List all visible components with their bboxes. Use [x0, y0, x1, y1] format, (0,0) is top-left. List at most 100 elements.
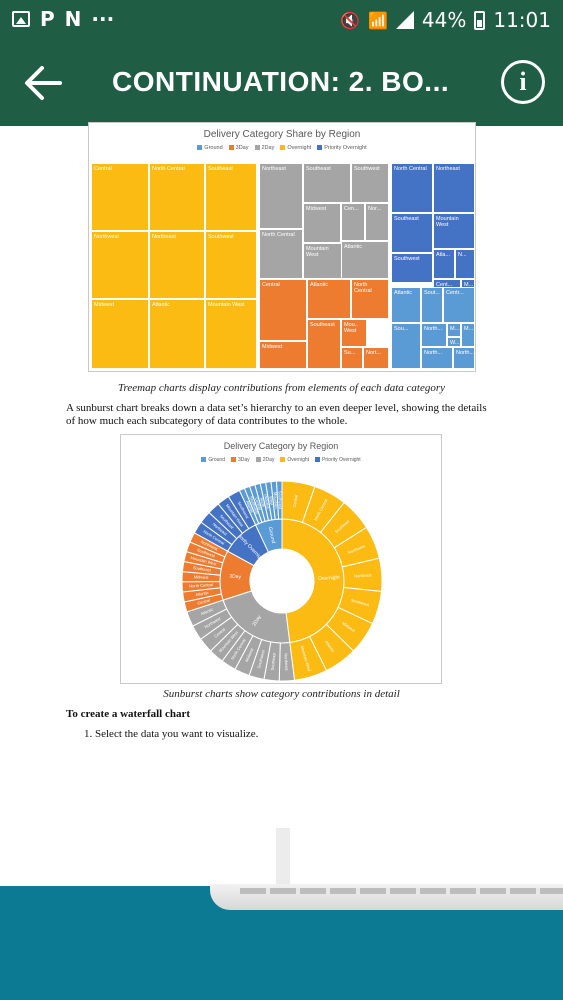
- treemap-tile: Southwest: [391, 253, 433, 283]
- treemap-tile: Central: [259, 279, 307, 341]
- treemap-tile: N...: [455, 249, 475, 279]
- document-page: Delivery Category Share by Region Ground…: [0, 122, 563, 886]
- sunburst-inner-label: 3Day: [229, 573, 242, 580]
- sunburst-outer-label: Atlantic: [245, 500, 255, 514]
- treemap-tile: Cen...: [341, 203, 365, 241]
- sunburst-inner-label: Overnight: [318, 575, 341, 582]
- sunburst-outer-label: Southeast: [270, 651, 277, 670]
- mute-icon: 🔇: [340, 10, 360, 30]
- sunburst-caption: Sunburst charts show category contributi…: [163, 688, 400, 700]
- sunburst-outer-label: Midwest: [194, 574, 210, 580]
- sunburst-outer-label: Central: [254, 497, 263, 511]
- legend-overnight: Overnight: [280, 145, 311, 151]
- treemap-tile: Northeast: [259, 163, 303, 229]
- sunburst-legend: Ground 3Day 2Day Overnight Priority Over…: [121, 457, 441, 463]
- treemap-tile: Mountain West: [303, 243, 343, 279]
- clock: 11:01: [493, 8, 551, 32]
- notification-p: P: [40, 7, 55, 31]
- treemap-tile: W...: [447, 337, 461, 347]
- treemap-tile: Midwest: [259, 341, 307, 369]
- sunburst-outer-label: Southwest: [248, 495, 260, 515]
- sunburst-outer-label: Midwest: [263, 494, 271, 510]
- treemap-tile: Mountain West: [205, 299, 257, 369]
- sunburst-outer-label: North Central: [189, 582, 213, 588]
- legend-3day: 3Day: [231, 457, 250, 463]
- treemap-tile: Su...: [341, 347, 363, 369]
- sunburst-outer-label: Southwest: [196, 547, 216, 558]
- sunburst-outer-label: Northwest: [347, 543, 366, 555]
- treemap-tile: Midwest: [303, 203, 341, 243]
- legend-ground: Ground: [197, 145, 223, 151]
- sunburst-figure: Delivery Category by Region Ground 3Day …: [120, 434, 442, 684]
- notification-n: N: [64, 7, 82, 31]
- section-heading: To create a waterfall chart: [66, 708, 191, 720]
- sunburst-outer-slice: [275, 480, 283, 520]
- arrow-left-icon[interactable]: [20, 60, 66, 106]
- info-icon[interactable]: i: [501, 60, 545, 104]
- sunburst-title: Delivery Category by Region: [223, 441, 339, 451]
- monitor-stand: [276, 828, 290, 886]
- treemap-tile: North Central: [149, 163, 205, 231]
- sunburst-intro-paragraph: A sunburst chart breaks down a data set’…: [66, 402, 487, 427]
- treemap-tile: North...: [453, 347, 475, 369]
- sunburst-outer-label: Northeast: [354, 572, 373, 578]
- treemap-tile: Midwest: [91, 299, 149, 369]
- sunburst-inner-label: 2Day: [251, 614, 263, 627]
- battery-percent: 44%: [421, 8, 467, 32]
- treemap-tile: Southeast: [307, 319, 341, 369]
- legend-2day: 2Day: [255, 457, 274, 463]
- sunburst-outer-label: Midwest: [244, 647, 255, 663]
- treemap-tile: Nort...: [363, 347, 389, 369]
- treemap-tile: Sou...: [391, 323, 421, 369]
- treemap-tile: North Central: [351, 279, 389, 319]
- sunburst-outer-label: Mountain: [273, 492, 279, 509]
- treemap-tile: Southeast: [303, 163, 351, 203]
- legend-2day: 2Day: [254, 145, 274, 151]
- status-bar: P N ··· 🔇 📶 44% 11:01: [0, 0, 563, 38]
- sunburst-outer-label: Atlantic: [324, 639, 336, 653]
- battery-icon: [474, 10, 486, 30]
- treemap-tile: Southwest: [351, 163, 389, 203]
- gallery-notification-icon: [12, 11, 30, 27]
- treemap-tile: North Central: [259, 229, 303, 279]
- sunburst-outer-label: Atlantic: [195, 590, 209, 597]
- treemap-tile: North...: [421, 347, 453, 369]
- laptop-keyboard: [210, 884, 563, 910]
- sunburst-outer-label: Mountain West: [190, 555, 218, 567]
- treemap-tile: Northeast: [433, 163, 475, 213]
- legend-ground: Ground: [201, 457, 225, 463]
- treemap-tile: Atlantic: [341, 241, 389, 279]
- treemap-legend: Ground 3Day 2Day Overnight Priority Over…: [89, 145, 475, 151]
- treemap-tile: Mountain West: [433, 213, 475, 249]
- legend-overnight: Overnight: [280, 457, 309, 463]
- sunburst-outer-label: Southwest: [256, 649, 266, 669]
- sunburst-outer-label: Central: [197, 598, 211, 606]
- treemap-tile: Northeast: [149, 231, 205, 299]
- legend-3day: 3Day: [228, 145, 249, 151]
- treemap-tile: Sout...: [421, 287, 443, 323]
- treemap-title: Delivery Category Share by Region: [203, 129, 361, 140]
- wifi-icon: 📶: [367, 10, 388, 30]
- sunburst-outer-label: Atlantic: [200, 607, 214, 617]
- treemap-tile: M...: [447, 323, 461, 337]
- treemap-tile: Southwest: [205, 231, 257, 299]
- more-notifications: ···: [91, 7, 115, 31]
- treemap-tile: Central: [91, 163, 149, 231]
- page-title: CONTINUATION: 2. BO...: [112, 66, 450, 97]
- treemap-tile: Nor...: [365, 203, 389, 241]
- treemap-tile: Atlantic: [307, 279, 351, 319]
- sunburst-inner-label: Ground: [267, 526, 277, 544]
- sunburst-outer-label: North: [259, 497, 266, 508]
- treemap-tile: North Central: [391, 163, 433, 213]
- treemap-caption: Treemap charts display contributions fro…: [117, 382, 445, 394]
- treemap-tile: North...: [421, 323, 447, 347]
- legend-priority-overnight: Priority Overnight: [317, 145, 367, 151]
- treemap-tile: Southeast: [391, 213, 433, 253]
- sunburst-outer-label: Southeast: [277, 491, 283, 510]
- sunburst-center: [250, 549, 314, 613]
- app-bar: CONTINUATION: 2. BO... i: [0, 38, 563, 126]
- sunburst-outer-label: West: [268, 496, 274, 507]
- treemap-tile: Centr...: [443, 287, 475, 323]
